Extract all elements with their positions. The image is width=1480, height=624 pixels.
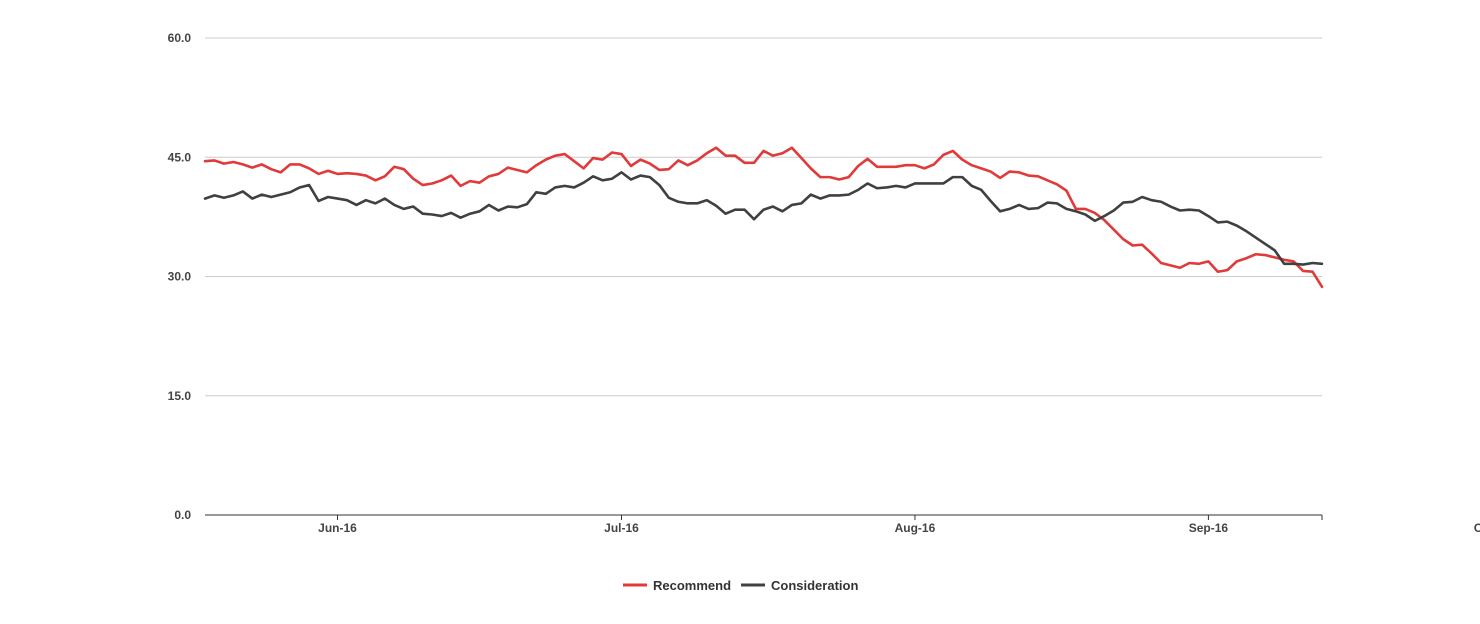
y-tick-label: 30.0: [168, 270, 192, 284]
y-tick-label: 15.0: [168, 389, 192, 403]
legend-item-consideration: Consideration: [741, 578, 858, 593]
x-axis: Jun-16 Jul-16 Aug-16 Sep-16 Oct-16: [318, 515, 1480, 535]
x-tick-label: Sep-16: [1189, 521, 1229, 535]
y-tick-label: 0.0: [174, 508, 191, 522]
series-line-consideration: [203, 171, 1324, 266]
legend-label: Consideration: [771, 578, 858, 593]
legend: Recommend Consideration: [623, 578, 858, 593]
series-lines: [203, 146, 1324, 289]
series-line-recommend: [203, 146, 1324, 289]
x-tick-label: Jun-16: [318, 521, 357, 535]
y-tick-label: 60.0: [168, 31, 192, 45]
y-tick-label: 45.0: [168, 150, 192, 164]
x-tick-label: Aug-16: [895, 521, 936, 535]
legend-item-recommend: Recommend: [623, 578, 731, 593]
y-axis: 0.0 15.0 30.0 45.0 60.0: [168, 31, 192, 522]
x-tick-label: Jul-16: [604, 521, 639, 535]
legend-label: Recommend: [653, 578, 731, 593]
grid-lines: [205, 37, 1322, 516]
x-tick-label: Oct-16: [1474, 521, 1480, 535]
